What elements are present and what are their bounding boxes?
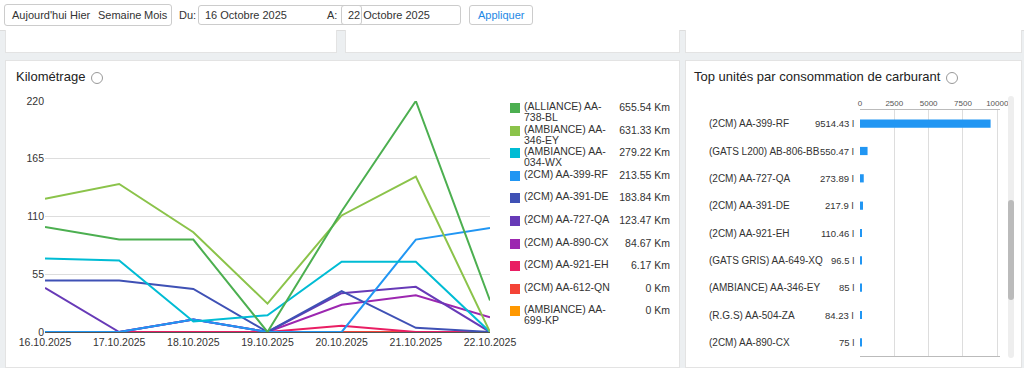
html-text:279.22 Km: 279.22 Km (619, 146, 670, 159)
html-text:Top unités par consommation de: Top unités par consommation de carburant (694, 69, 941, 84)
html-text:(2CM) AA-727-QA: (2CM) AA-727-QA (524, 213, 610, 225)
svg-text:85 l: 85 l (839, 282, 854, 293)
svg-text:84.23 l: 84.23 l (825, 310, 854, 321)
svg-text:55: 55 (32, 268, 44, 280)
html-text:84.67 Km: 84.67 Km (625, 236, 670, 249)
html-text:183.84 Km: 183.84 Km (619, 191, 670, 204)
html-text:Du:: Du: (179, 9, 197, 21)
html-text:Kilométrage: Kilométrage (16, 69, 86, 84)
html-text:Appliquer: Appliquer (478, 9, 525, 21)
svg-text:22.10.2025: 22.10.2025 (464, 336, 517, 348)
html-text:(2CM) AA-391-DE: (2CM) AA-391-DE (524, 190, 609, 203)
svg-text:165: 165 (26, 152, 44, 164)
svg-text:217.9 l: 217.9 l (825, 200, 854, 211)
svg-text:(R.G.S) AA-504-ZA: (R.G.S) AA-504-ZA (709, 310, 795, 321)
html-text:6.17 Km: 6.17 Km (630, 259, 670, 272)
svg-text:17.10.2025: 17.10.2025 (93, 336, 146, 348)
html-text:123.47 Km: 123.47 Km (619, 214, 670, 226)
svg-text:19.10.2025: 19.10.2025 (241, 336, 294, 348)
svg-text:16.10.2025: 16.10.2025 (19, 336, 72, 348)
html-text:Aujourd'hui Hier: Aujourd'hui Hier (12, 9, 91, 21)
svg-text:5000: 5000 (920, 99, 938, 108)
svg-text:(2CM) AA-727-QA: (2CM) AA-727-QA (709, 173, 790, 184)
svg-text:(2CM) AA-921-EH: (2CM) AA-921-EH (709, 228, 790, 239)
html-text:631.33 Km: 631.33 Km (619, 123, 670, 136)
html-text:0 Km: 0 Km (645, 304, 670, 317)
svg-text:10000: 10000 (986, 99, 1009, 108)
svg-text:(2CM) AA-890-CX: (2CM) AA-890-CX (709, 337, 790, 348)
html-text:(2CM) AA-399-RF: (2CM) AA-399-RF (524, 167, 608, 180)
svg-text:0: 0 (858, 99, 863, 108)
html-text:(AMBIANCE) AA-034-WX: (AMBIANCE) AA-034-WX (524, 145, 606, 169)
html-text:22 Octobre 2025: 22 Octobre 2025 (348, 9, 430, 21)
svg-text:(GATS L200) AB-806-BB: (GATS L200) AB-806-BB (709, 146, 820, 157)
svg-text:(2CM) AA-399-RF: (2CM) AA-399-RF (709, 118, 789, 129)
svg-text:550.47 l: 550.47 l (820, 146, 854, 157)
svg-text:21.10.2025: 21.10.2025 (390, 336, 443, 348)
html-text:0 Km: 0 Km (645, 281, 670, 294)
svg-text:(AMBIANCE) AA-346-EY: (AMBIANCE) AA-346-EY (709, 282, 820, 293)
html-text:(ALLIANCE) AA-738-BL: (ALLIANCE) AA-738-BL (524, 100, 602, 123)
html-text:A:: A: (327, 9, 338, 21)
svg-text:(2CM) AA-391-DE: (2CM) AA-391-DE (709, 200, 790, 211)
html-text:(AMBIANCE) AA-699-KP: (AMBIANCE) AA-699-KP (524, 303, 606, 327)
svg-text:110: 110 (27, 210, 44, 222)
svg-text:7500: 7500 (954, 99, 972, 108)
html-text:(2CM) AA-890-CX: (2CM) AA-890-CX (524, 235, 609, 248)
svg-text:20.10.2025: 20.10.2025 (315, 336, 368, 348)
html-text:655.54 Km: 655.54 Km (619, 101, 670, 113)
svg-text:0: 0 (38, 326, 44, 338)
svg-text:75 l: 75 l (839, 337, 854, 348)
svg-text:110.46 l: 110.46 l (821, 228, 854, 239)
svg-text:96.5 l: 96.5 l (831, 255, 854, 266)
svg-text:273.89 l: 273.89 l (820, 173, 854, 184)
svg-text:220: 220 (26, 95, 44, 107)
svg-text:2500: 2500 (885, 99, 903, 108)
svg-text:18.10.2025: 18.10.2025 (167, 336, 220, 348)
svg-text:9514.43 l: 9514.43 l (815, 118, 854, 129)
svg-text:(GATS GRIS) AA-649-XQ: (GATS GRIS) AA-649-XQ (709, 255, 823, 266)
html-text:(2CM) AA-921-EH: (2CM) AA-921-EH (524, 258, 609, 271)
html-text:(2CM) AA-612-QN: (2CM) AA-612-QN (524, 280, 610, 293)
html-text:Semaine Mois: Semaine Mois (98, 9, 168, 21)
html-text:16 Octobre 2025: 16 Octobre 2025 (205, 9, 287, 21)
html-text:(AMBIANCE) AA-346-EY: (AMBIANCE) AA-346-EY (524, 122, 606, 146)
html-text:213.55 Km: 213.55 Km (619, 168, 670, 181)
